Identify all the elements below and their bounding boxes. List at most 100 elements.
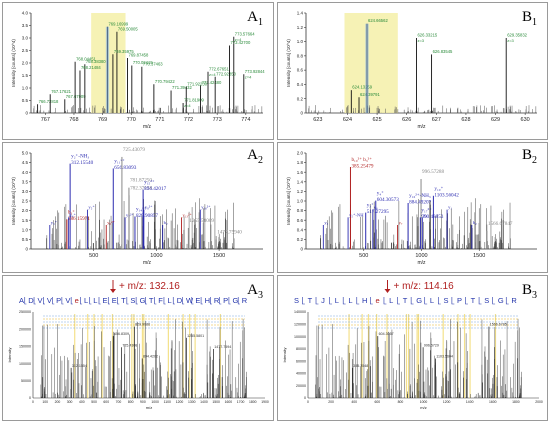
b3-ylabel: Intensity (282, 348, 287, 363)
a1-peak-label: 771.92230 (187, 81, 207, 86)
b3-seq-residue: H (362, 296, 367, 305)
b2-ytick-label: 1.6 (297, 170, 304, 175)
b1-charge-label: z=3 (507, 38, 514, 43)
a1-selected-peak (105, 26, 110, 113)
b2-ion-label: 1566.67847 (488, 221, 513, 227)
b3-xtick-label: 1600 (489, 400, 497, 404)
chart-a1: 767 768 769 770 771 772 773 774 0 0.5 1.0 1.5 2.0 2.5… (11, 11, 265, 130)
a3-seq-bracket (228, 297, 231, 305)
b2-ytick-label: 1.4 (297, 179, 304, 184)
b1-ytick-label: 1.2 (297, 25, 304, 30)
b3-match-band (457, 314, 459, 398)
a1-peak-label: 773.42700 (230, 40, 250, 45)
b3-xtick-label: 400 (351, 400, 357, 404)
b3-seq-residue: S (443, 296, 448, 305)
b3-xtick-label: 1800 (512, 400, 520, 404)
a3-xtick-label: 1200 (176, 400, 184, 404)
b3-ytick-label: 0 (304, 396, 306, 400)
a3-seq-residue: E (112, 296, 117, 305)
b1-highlight-band (344, 13, 398, 113)
a1-peak-label: 766.72818 (39, 99, 59, 104)
a1-xtick-label: 769 (98, 117, 107, 123)
a3-seq-bracket (70, 297, 73, 305)
panel-label-a1: A1 (247, 9, 263, 28)
b1-xtick-label: 624 (343, 117, 352, 123)
a3-seq-bracket (219, 297, 222, 305)
b2-ion-mz: 990.48853 (421, 214, 443, 220)
a3-xtick-label: 1000 (151, 400, 159, 404)
b3-seq-bracket (410, 297, 414, 305)
b3-seq-bracket (329, 297, 333, 305)
a3-xtick-label: 500 (91, 400, 97, 404)
a2-ytick-label: 3.5 (22, 179, 29, 184)
b3-xtick-label: 1400 (466, 400, 474, 404)
a3-seq-residue: P (223, 296, 228, 305)
b3-peak-label: 385.2548 (353, 364, 368, 368)
a3-match-band (87, 314, 89, 398)
b2-ion-label: b₁₀²⁺ b₃²⁺ (351, 157, 372, 163)
b1-selected-peak (365, 23, 369, 113)
a3-seq-residue: L (84, 296, 88, 305)
b3-xtick-label: 200 (328, 400, 334, 404)
a3-seq-bracket (191, 297, 194, 305)
a3-seq-residue: E (195, 296, 200, 305)
a2-ion-label: 1477.75940 (217, 229, 242, 235)
a1-peak-label: 770.37463 (143, 61, 163, 66)
b3-ytick-label: 140000 (294, 310, 306, 314)
panel-label-a3: A3 (247, 282, 263, 301)
b3-seq-bracket (383, 297, 387, 305)
a3-seq-bracket (98, 297, 101, 305)
a1-peak-label: 767.67909 (66, 94, 86, 99)
b3-match-band (405, 314, 408, 398)
b3-seq-bracket (478, 297, 482, 305)
a3-seq-bracket (89, 297, 92, 305)
a3-match-band (131, 314, 133, 398)
a2-ion-mark-label: y₃⁺ (51, 220, 58, 225)
a2-ion-label: b₃⁺ (68, 209, 75, 215)
b3-ytick-label: 120000 (294, 322, 306, 326)
a3-xtick-label: 900 (140, 400, 146, 404)
a1-ytick-label: 0 (25, 111, 28, 116)
a1-ytick-label: 2.0 (22, 61, 29, 66)
a3-seq-residue: G (140, 296, 146, 305)
a2-ytick-label: 5.0 (22, 151, 29, 156)
a3-xtick-label: 1300 (188, 400, 196, 404)
chart-a2: 500 1000 1500 0 0.5 1.0 1.5 2.0 2.5 3.0 3.5 4.0 4.5 5… (11, 147, 263, 266)
b1-charge-label: z=3 (417, 38, 424, 43)
a3-peak-label: 829.9086 (135, 323, 150, 327)
b1-ytick-label: 0.4 (297, 82, 304, 87)
a3-seq-bracket (126, 297, 129, 305)
a3-ytick-label: 100000 (19, 362, 31, 366)
a2-ion-label: 725.43079 (123, 147, 145, 153)
a3-xlabel: m/z (146, 405, 152, 410)
a3-seq-bracket (107, 297, 110, 305)
a3-seq-bracket (145, 297, 148, 305)
a3-seq-residue: T (149, 296, 154, 305)
b3-seq-bracket (424, 297, 428, 305)
a1-charge-label: z=4 (184, 103, 191, 108)
a3-mz-arrowhead (110, 289, 116, 293)
b2-xtick-label: 1500 (473, 253, 485, 259)
b2-xlabel: m/z (417, 260, 426, 266)
a3-xtick-label: 300 (67, 400, 73, 404)
a2-ion-label: y₁₁²⁺ (114, 158, 125, 164)
a1-peak-label: 769.16999 (108, 21, 128, 26)
b3-match-band (463, 314, 466, 398)
a3-xtick-label: 1600 (225, 400, 233, 404)
a2-ion-label: 1255.58009 (189, 218, 214, 224)
b2-ion-mz: 1103.56042 (434, 192, 459, 198)
a3-seq-residue: G (232, 296, 238, 305)
a2-ytick-label: 1.0 (22, 227, 29, 232)
b1-ytick-label: 0.6 (297, 68, 304, 73)
b3-xtick-label: 800 (398, 400, 404, 404)
a2-ytick-label: 2.0 (22, 208, 29, 213)
a1-ytick-label: 2.5 (22, 48, 29, 53)
b2-ion-label: y₁₀⁺ (434, 186, 443, 192)
a2-ion-mz: 656.83093 (114, 165, 136, 171)
b2-ion-label: y₃⁺ (367, 203, 374, 209)
a2-ytick-label: 2.5 (22, 199, 29, 204)
a1-peak-label: 767.17621 (51, 89, 71, 94)
a3-seq-bracket (24, 297, 27, 305)
